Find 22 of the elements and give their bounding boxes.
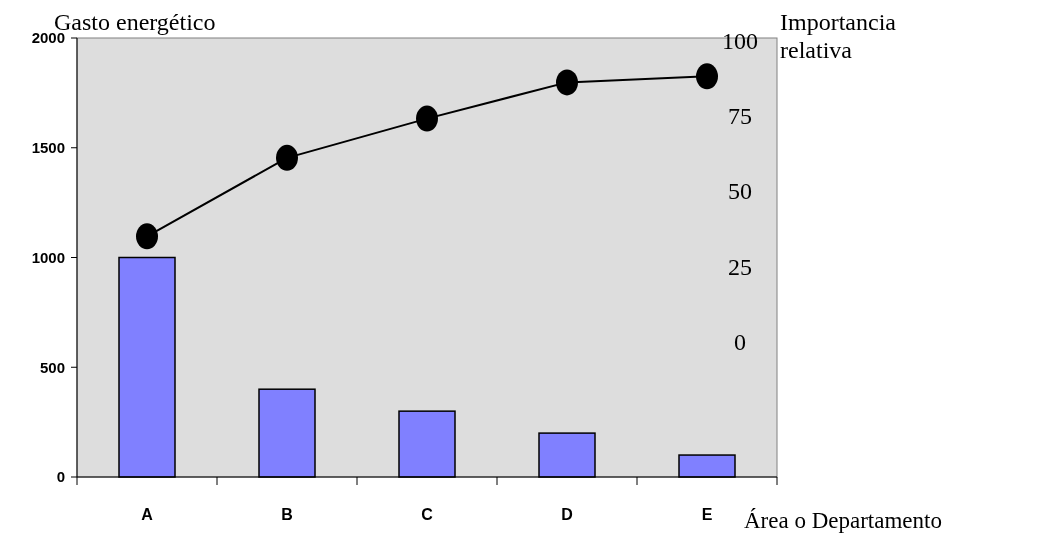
- y2-tick-label: 100: [722, 27, 758, 54]
- y-tick-label: 1500: [31, 139, 65, 156]
- x-tick-label: A: [141, 506, 154, 523]
- y2-tick-label: 50: [728, 178, 752, 205]
- x-axis-title: Área o Departamento: [744, 508, 942, 533]
- y-tick-label: 2000: [31, 29, 65, 47]
- y-tick-label: 0: [56, 468, 65, 486]
- y-tick-label: 1000: [31, 248, 65, 266]
- point: [276, 144, 298, 171]
- y2-tick-label: 0: [734, 329, 746, 356]
- x-tick-label: B: [281, 506, 293, 523]
- y2-tick-label: 75: [728, 102, 752, 129]
- x-tick-label: D: [561, 506, 573, 523]
- point: [556, 69, 578, 96]
- y-tick-label: 500: [39, 358, 65, 376]
- point: [696, 63, 718, 90]
- x-tick-label: C: [421, 506, 434, 523]
- point: [416, 105, 438, 132]
- point: [136, 223, 158, 250]
- y2-axis-title: Importancia relativa: [780, 8, 897, 64]
- x-tick-label: E: [701, 506, 713, 523]
- y2-tick-label: 25: [728, 253, 752, 280]
